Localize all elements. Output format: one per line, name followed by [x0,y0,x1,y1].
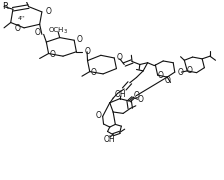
Text: R: R [2,2,8,11]
Text: O: O [96,111,101,120]
Text: O: O [90,68,96,77]
Text: OH: OH [114,90,126,99]
Text: OH: OH [104,136,116,145]
Text: O: O [116,53,122,62]
Text: O: O [84,47,90,56]
Text: O: O [164,76,170,86]
Text: O: O [15,24,21,33]
Text: O: O [177,68,183,77]
Text: 4'': 4'' [18,17,26,21]
Text: O: O [50,50,55,59]
Text: O: O [158,71,164,80]
Text: O: O [76,35,82,44]
Text: O: O [133,91,139,100]
Text: O: O [45,6,51,15]
Text: O: O [35,28,41,37]
Text: 3: 3 [63,29,67,34]
Text: O: O [137,95,143,104]
Text: O: O [187,66,192,75]
Text: OCH: OCH [48,27,64,33]
